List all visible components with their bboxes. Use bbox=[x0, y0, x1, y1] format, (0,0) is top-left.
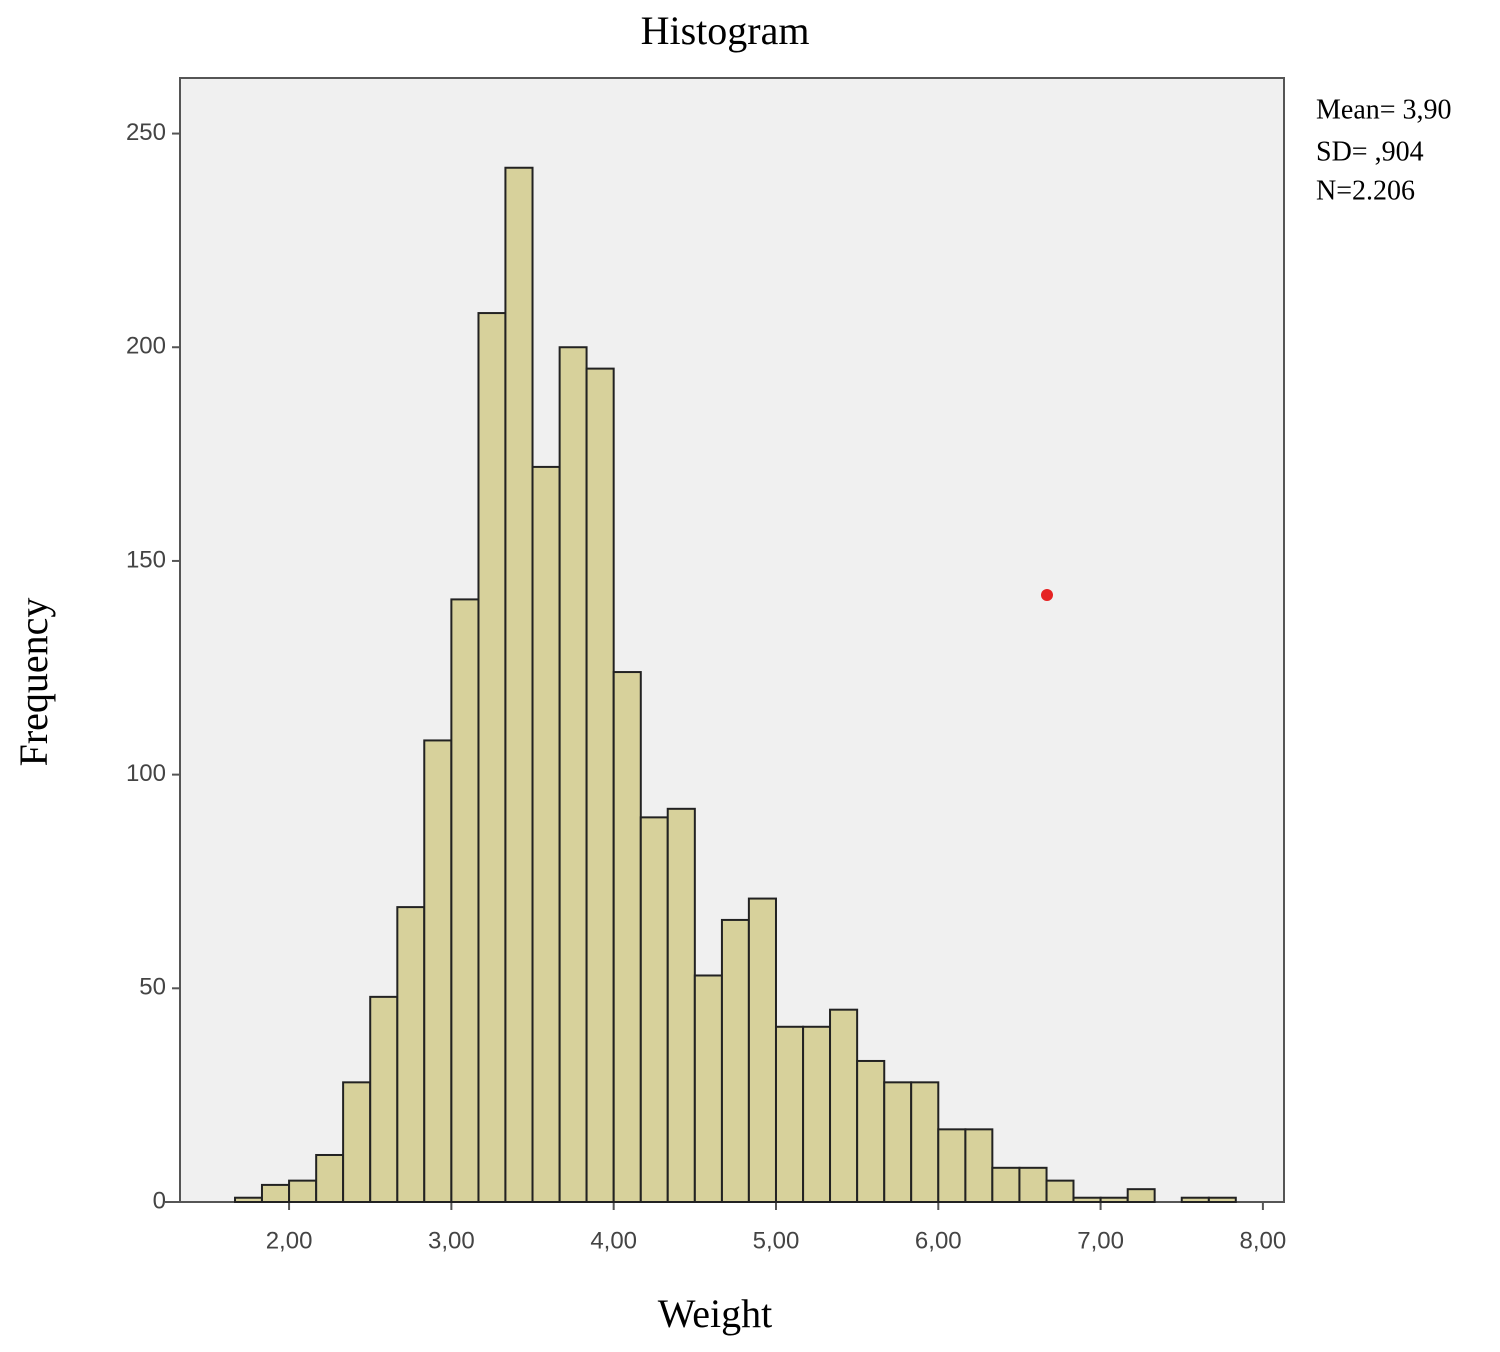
x-tick-label: 6,00 bbox=[915, 1227, 962, 1254]
bar bbox=[829, 1008, 859, 1203]
bar bbox=[315, 1153, 345, 1204]
x-tick-label: 8,00 bbox=[1240, 1227, 1287, 1254]
bar bbox=[910, 1081, 940, 1203]
y-tick-label: 100 bbox=[126, 760, 166, 787]
bar bbox=[1207, 1196, 1237, 1203]
bar bbox=[1099, 1196, 1129, 1203]
bar bbox=[423, 739, 453, 1203]
y-tick-label: 200 bbox=[126, 333, 166, 360]
bar bbox=[234, 1196, 263, 1203]
x-tick-label: 3,00 bbox=[428, 1227, 475, 1254]
bar bbox=[1126, 1188, 1156, 1204]
bar bbox=[369, 995, 399, 1203]
bar bbox=[504, 166, 534, 1204]
y-tick-label: 0 bbox=[153, 1187, 166, 1214]
stat-text: Mean= 3,90 bbox=[1316, 94, 1452, 125]
bar bbox=[585, 367, 615, 1203]
bar bbox=[666, 807, 696, 1203]
bar bbox=[747, 897, 777, 1203]
y-tick-label: 150 bbox=[126, 546, 166, 573]
bar bbox=[639, 816, 669, 1203]
bar bbox=[531, 465, 561, 1203]
y-axis-label: Frequency bbox=[11, 598, 56, 767]
stat-text: N=2.206 bbox=[1316, 175, 1415, 206]
bar bbox=[774, 1025, 805, 1203]
bar bbox=[693, 974, 723, 1203]
marker-dot bbox=[1041, 589, 1053, 601]
bar bbox=[1045, 1179, 1075, 1204]
bar bbox=[342, 1081, 372, 1203]
bar bbox=[964, 1128, 994, 1203]
bar bbox=[937, 1128, 967, 1203]
bar bbox=[802, 1025, 832, 1203]
bar bbox=[1180, 1196, 1210, 1203]
bar bbox=[450, 598, 480, 1203]
y-tick-label: 50 bbox=[139, 974, 166, 1001]
x-tick-label: 5,00 bbox=[753, 1227, 800, 1254]
bar bbox=[477, 312, 507, 1204]
bar bbox=[288, 1179, 318, 1204]
stat-text: SD= ,904 bbox=[1316, 136, 1424, 167]
bar bbox=[260, 1183, 291, 1203]
bar bbox=[612, 671, 642, 1203]
bar bbox=[558, 346, 588, 1204]
chart-title: Histogram bbox=[641, 8, 810, 53]
x-tick-label: 4,00 bbox=[590, 1227, 637, 1254]
y-tick-label: 250 bbox=[126, 119, 166, 146]
bar bbox=[1072, 1196, 1102, 1203]
bar bbox=[1018, 1166, 1048, 1204]
x-tick-label: 2,00 bbox=[266, 1227, 313, 1254]
x-axis-label: Weight bbox=[658, 1291, 773, 1336]
bar bbox=[883, 1081, 913, 1203]
bar bbox=[856, 1059, 886, 1204]
bar bbox=[720, 918, 750, 1204]
bar bbox=[991, 1166, 1021, 1204]
bar bbox=[396, 906, 426, 1204]
x-tick-label: 7,00 bbox=[1077, 1227, 1124, 1254]
